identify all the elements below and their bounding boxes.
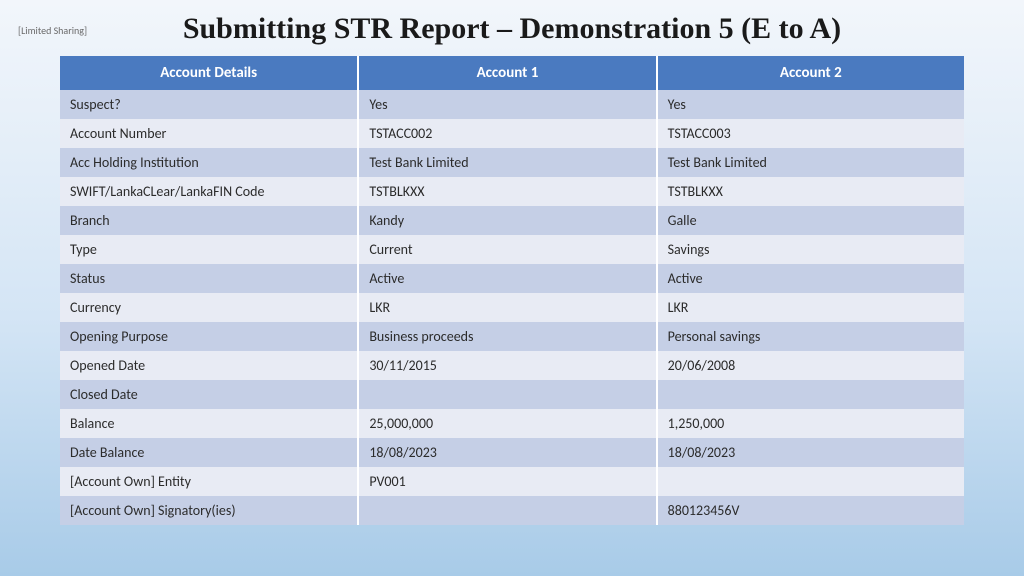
col-header-details: Account Details <box>60 56 358 90</box>
row-label-cell: Opened Date <box>60 351 358 380</box>
row-value-cell: LKR <box>358 293 656 322</box>
row-label-cell: Balance <box>60 409 358 438</box>
row-value-cell <box>358 496 656 525</box>
row-value-cell: Current <box>358 235 656 264</box>
accounts-table-container: Account Details Account 1 Account 2 Susp… <box>60 56 964 525</box>
page-title: Submitting STR Report – Demonstration 5 … <box>0 0 1024 56</box>
table-row: Account NumberTSTACC002TSTACC003 <box>60 119 964 148</box>
accounts-table: Account Details Account 1 Account 2 Susp… <box>60 56 964 525</box>
table-row: Date Balance18/08/202318/08/2023 <box>60 438 964 467</box>
watermark-label: [Limited Sharing] <box>18 24 87 37</box>
row-value-cell: Test Bank Limited <box>358 148 656 177</box>
row-label-cell: Status <box>60 264 358 293</box>
row-label-cell: Closed Date <box>60 380 358 409</box>
row-label-cell: Date Balance <box>60 438 358 467</box>
table-row: [Account Own] Signatory(ies) 880123456V <box>60 496 964 525</box>
row-label-cell: Branch <box>60 206 358 235</box>
row-label-cell: Acc Holding Institution <box>60 148 358 177</box>
table-row: Opening PurposeBusiness proceedsPersonal… <box>60 322 964 351</box>
table-row: Opened Date30/11/201520/06/2008 <box>60 351 964 380</box>
table-row: SWIFT/LankaCLear/LankaFIN CodeTSTBLKXXTS… <box>60 177 964 206</box>
row-value-cell: TSTACC002 <box>358 119 656 148</box>
row-label-cell: [Account Own] Signatory(ies) <box>60 496 358 525</box>
row-value-cell: TSTACC003 <box>657 119 964 148</box>
row-value-cell <box>358 380 656 409</box>
row-value-cell <box>657 380 964 409</box>
row-value-cell: TSTBLKXX <box>358 177 656 206</box>
row-value-cell: Yes <box>657 90 964 119</box>
row-value-cell: 25,000,000 <box>358 409 656 438</box>
row-value-cell: 1,250,000 <box>657 409 964 438</box>
row-value-cell: Active <box>358 264 656 293</box>
row-value-cell: Kandy <box>358 206 656 235</box>
row-value-cell: 18/08/2023 <box>657 438 964 467</box>
row-value-cell: Personal savings <box>657 322 964 351</box>
table-body: Suspect?YesYesAccount NumberTSTACC002TST… <box>60 90 964 525</box>
row-value-cell: 30/11/2015 <box>358 351 656 380</box>
table-row: Balance25,000,0001,250,000 <box>60 409 964 438</box>
row-label-cell: Type <box>60 235 358 264</box>
col-header-account1: Account 1 <box>358 56 656 90</box>
row-label-cell: SWIFT/LankaCLear/LankaFIN Code <box>60 177 358 206</box>
row-value-cell: Galle <box>657 206 964 235</box>
table-row: Suspect?YesYes <box>60 90 964 119</box>
row-value-cell: LKR <box>657 293 964 322</box>
row-value-cell: PV001 <box>358 467 656 496</box>
row-value-cell: 18/08/2023 <box>358 438 656 467</box>
row-value-cell: 880123456V <box>657 496 964 525</box>
table-row: Acc Holding InstitutionTest Bank Limited… <box>60 148 964 177</box>
row-value-cell: TSTBLKXX <box>657 177 964 206</box>
table-row: StatusActiveActive <box>60 264 964 293</box>
row-value-cell: Savings <box>657 235 964 264</box>
row-value-cell: 20/06/2008 <box>657 351 964 380</box>
table-row: TypeCurrentSavings <box>60 235 964 264</box>
table-row: BranchKandyGalle <box>60 206 964 235</box>
row-value-cell: Active <box>657 264 964 293</box>
table-row: Closed Date <box>60 380 964 409</box>
row-value-cell: Test Bank Limited <box>657 148 964 177</box>
row-value-cell: Yes <box>358 90 656 119</box>
row-value-cell: Business proceeds <box>358 322 656 351</box>
col-header-account2: Account 2 <box>657 56 964 90</box>
row-label-cell: [Account Own] Entity <box>60 467 358 496</box>
table-row: [Account Own] EntityPV001 <box>60 467 964 496</box>
table-row: CurrencyLKRLKR <box>60 293 964 322</box>
row-label-cell: Suspect? <box>60 90 358 119</box>
row-label-cell: Opening Purpose <box>60 322 358 351</box>
row-value-cell <box>657 467 964 496</box>
row-label-cell: Currency <box>60 293 358 322</box>
table-header-row: Account Details Account 1 Account 2 <box>60 56 964 90</box>
row-label-cell: Account Number <box>60 119 358 148</box>
